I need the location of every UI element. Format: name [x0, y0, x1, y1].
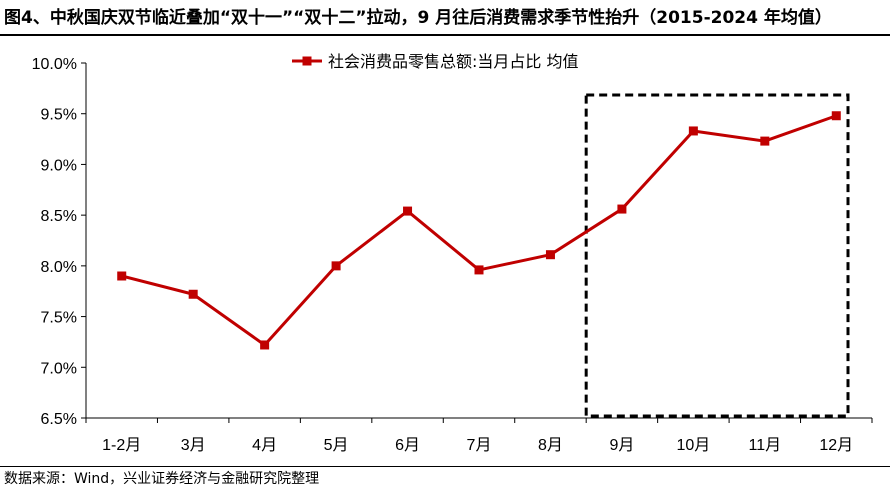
footer-divider	[0, 466, 890, 467]
legend-marker-swatch	[302, 56, 312, 66]
x-tick-label: 5月	[324, 437, 349, 454]
y-tick-label: 9.0%	[41, 157, 77, 174]
series-line	[121, 114, 837, 347]
series-group	[117, 111, 841, 350]
chart-axes: 6.5% 7.0% 7.5% 8.0% 8.5% 9.0% 9.5% 10.0% 1-2月 3月 4…	[32, 56, 873, 454]
x-tick-label: 11月	[749, 437, 782, 454]
y-tick-label: 8.5%	[41, 208, 77, 225]
x-tick-label: 4月	[252, 437, 277, 454]
highlight-dashed-box	[584, 93, 850, 418]
x-tick-label: 8月	[538, 437, 563, 454]
y-tick-label: 7.5%	[41, 310, 77, 327]
data-point-marker	[188, 289, 198, 299]
legend-label: 社会消费品零售总额:当月占比 均值	[328, 52, 578, 71]
data-point-marker	[331, 261, 341, 271]
x-tick-label: 6月	[395, 437, 420, 454]
x-tick-label: 9月	[609, 437, 634, 454]
data-point-marker	[831, 111, 841, 121]
x-tick-label: 1-2月	[102, 437, 141, 454]
data-point-marker	[760, 136, 770, 146]
x-tick-label: 12月	[819, 437, 853, 454]
data-point-marker	[260, 340, 270, 350]
source-note: 数据来源：Wind，兴业证券经济与金融研究院整理	[4, 471, 320, 487]
y-tick-label: 6.5%	[41, 411, 77, 428]
highlight-box-group	[584, 93, 850, 418]
title-divider	[0, 34, 890, 36]
y-tick-label: 7.0%	[41, 360, 77, 377]
data-point-marker	[688, 126, 698, 136]
data-point-marker	[617, 204, 627, 214]
x-tick-label: 7月	[467, 437, 492, 454]
line-chart: 6.5% 7.0% 7.5% 8.0% 8.5% 9.0% 9.5% 10.0% 1-2月 3月 4…	[32, 52, 873, 454]
y-tick-label: 10.0%	[32, 56, 77, 73]
data-point-marker	[545, 250, 555, 260]
legend: 社会消费品零售总额:当月占比 均值	[292, 52, 578, 71]
y-tick-label: 9.5%	[41, 107, 77, 124]
figure-title: 图4、中秋国庆双节临近叠加“双十一”“双十二”拉动，9 月往后消费需求季节性抬升…	[4, 8, 832, 28]
data-point-marker	[117, 271, 127, 281]
x-tick-label: 3月	[181, 437, 206, 454]
y-tick-label: 8.0%	[41, 259, 77, 276]
x-tick-label: 10月	[676, 437, 710, 454]
data-point-marker	[474, 265, 484, 275]
data-point-marker	[403, 206, 413, 216]
